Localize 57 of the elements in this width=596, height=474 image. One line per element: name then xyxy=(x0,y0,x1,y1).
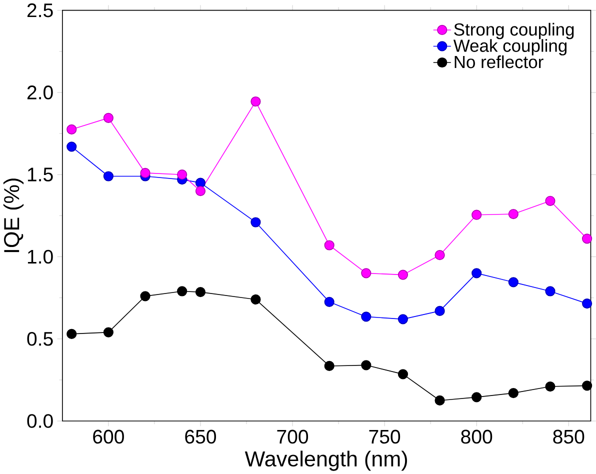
point xyxy=(545,196,556,206)
point xyxy=(324,296,334,307)
point xyxy=(434,395,445,406)
point xyxy=(472,210,482,220)
x-tick-label: 650 xyxy=(185,430,216,444)
point xyxy=(103,112,114,123)
point xyxy=(398,369,408,380)
point xyxy=(361,312,372,322)
point xyxy=(66,142,77,152)
point xyxy=(398,270,408,280)
point xyxy=(582,234,592,244)
point xyxy=(324,240,334,250)
point xyxy=(250,294,261,304)
legend-label: Weak coupling xyxy=(453,39,567,56)
y-tick-label: 2.5 xyxy=(27,3,53,18)
x-tick-label: 750 xyxy=(369,430,400,444)
point xyxy=(66,124,77,134)
point xyxy=(361,268,372,278)
point xyxy=(140,168,150,178)
point xyxy=(195,186,206,196)
point xyxy=(66,328,77,339)
point xyxy=(545,286,556,296)
point xyxy=(324,360,334,371)
point xyxy=(177,286,188,296)
point xyxy=(250,96,261,106)
y-tick-label: 0.5 xyxy=(27,332,53,346)
point xyxy=(582,298,592,309)
x-tick-label: 600 xyxy=(93,430,124,444)
x-axis-title: Wavelength (nm) xyxy=(244,450,407,471)
point xyxy=(140,291,150,302)
y-tick-label: 1.0 xyxy=(28,250,53,264)
point xyxy=(508,388,518,398)
point xyxy=(545,381,556,392)
y-tick-label: 2.0 xyxy=(27,85,53,100)
point xyxy=(195,286,206,298)
point xyxy=(103,171,114,182)
legend-label: Strong coupling xyxy=(454,22,574,40)
x-tick-label: 700 xyxy=(277,430,308,444)
point xyxy=(508,277,518,288)
point xyxy=(177,169,188,180)
point xyxy=(434,306,445,316)
x-tick-label: 850 xyxy=(553,430,584,444)
point xyxy=(398,314,408,324)
y-axis-title: IQE (%) xyxy=(3,178,24,252)
point xyxy=(195,178,206,188)
point xyxy=(582,380,592,391)
point xyxy=(361,360,372,370)
legend-label: No reflector xyxy=(454,55,544,68)
point xyxy=(250,217,261,228)
point xyxy=(508,208,518,219)
y-tick-label: 0.0 xyxy=(27,414,53,428)
point xyxy=(472,392,482,402)
point xyxy=(103,327,114,338)
x-tick-label: 800 xyxy=(461,430,492,444)
point xyxy=(434,250,445,260)
point xyxy=(472,268,482,278)
y-tick-label: 1.5 xyxy=(28,168,53,182)
